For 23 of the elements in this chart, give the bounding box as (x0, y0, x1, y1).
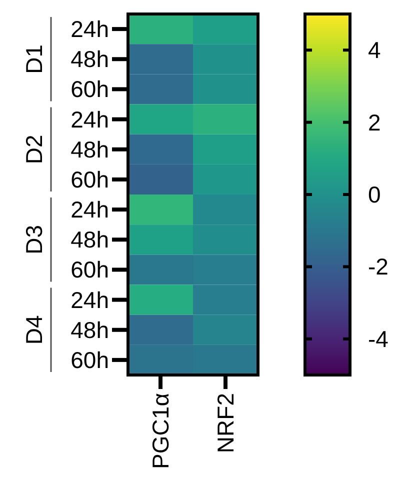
y-tick-label: 60h (70, 76, 109, 102)
color-bar-label: 4 (368, 37, 381, 64)
color-bar-label: 2 (368, 109, 381, 136)
x-tick-label: NRF2 (212, 393, 238, 454)
text: D2 (21, 134, 47, 164)
y-tick-label: 24h (70, 106, 109, 132)
color-bar-label: -2 (368, 254, 388, 280)
y-tick-label: 60h (70, 346, 109, 373)
text: D4 (21, 314, 47, 345)
y-tick-label: 60h (70, 166, 109, 192)
color-bar-label: -4 (368, 326, 389, 352)
y-tick-label: 48h (70, 316, 109, 343)
y-tick-label: 48h (70, 46, 109, 72)
y-tick-label: 24h (70, 196, 109, 223)
y-tick-label: 48h (70, 226, 109, 253)
text: D3 (21, 224, 47, 254)
y-tick-label: 24h (70, 16, 109, 42)
y-tick-label: 24h (70, 286, 109, 313)
y-tick-label: 48h (70, 136, 109, 162)
x-tick-label: PGC1α (148, 393, 174, 469)
color-bar-label: 0 (368, 182, 381, 208)
text: D1 (21, 44, 47, 74)
y-tick-label: 60h (70, 256, 109, 283)
